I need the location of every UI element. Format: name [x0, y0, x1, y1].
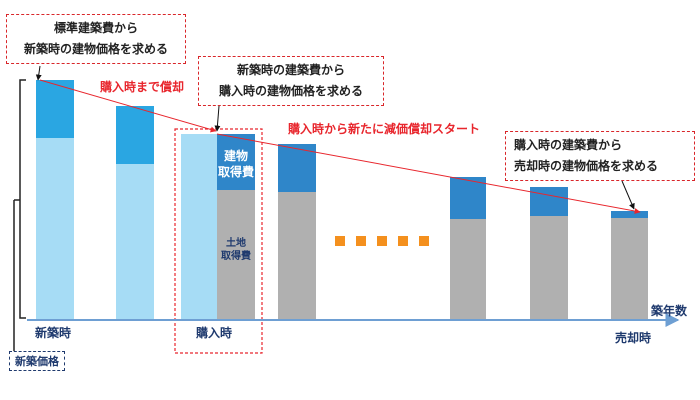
purchase-highlight-frame — [174, 128, 263, 354]
axis-label-new-build: 新築時 — [35, 326, 72, 340]
new-price-bracket — [19, 79, 26, 319]
note-new-depreciation-start: 購入時から新たに減価償却スタート — [288, 122, 481, 136]
callout-standard-cost: 標準建築費から 新築時の建物価格を求める — [6, 14, 186, 64]
bar-purchase-building — [217, 134, 255, 190]
bar-4-building — [278, 144, 316, 192]
land-cost-label-line1: 土地 — [226, 238, 246, 249]
axis-label-purchase: 購入時 — [196, 326, 233, 340]
bar-purchase-land — [217, 190, 255, 320]
callout-new-build-line2: 購入時の建物価格を求める — [218, 84, 363, 98]
land-cost-label: 土地 取得費 — [213, 237, 259, 263]
ellipsis-square-2 — [356, 236, 366, 246]
bar-2-lower — [116, 164, 154, 320]
callout-new-build-line1: 新築時の建築費から — [236, 63, 345, 77]
depreciation-line-after-purchase — [216, 133, 641, 214]
callout-standard-line2: 新築時の建物価格を求める — [23, 42, 168, 56]
depreciation-line-until-purchase — [39, 79, 217, 133]
bar-new-build-building — [36, 80, 74, 138]
bar-5-building — [450, 177, 486, 219]
bar-purchase-prev-value — [181, 134, 217, 320]
bar-6-land — [530, 216, 568, 320]
ellipsis-square-3 — [377, 236, 387, 246]
callout-purchase-line2: 売却時の建物価格を求める — [514, 159, 659, 173]
bar-sale-land — [611, 218, 648, 320]
bar-2-building — [116, 106, 154, 164]
bar-sale-building — [611, 211, 648, 218]
axis-label-sale: 売却時 — [615, 331, 652, 345]
note-depreciation-until-purchase: 購入時まで償却 — [100, 80, 185, 94]
callout-arrow-standard — [35, 65, 42, 81]
building-cost-label: 建物 取得費 — [215, 148, 257, 180]
callout-arrow-new-build — [214, 105, 221, 132]
callout-new-build-cost: 新築時の建築費から 購入時の建物価格を求める — [198, 56, 384, 106]
bar-5-land — [450, 219, 486, 320]
building-cost-label-line2: 取得費 — [217, 165, 254, 179]
callout-purchase-cost: 購入時の建築費から 売却時の建物価格を求める — [505, 131, 695, 181]
callout-purchase-line1: 購入時の建築費から — [514, 138, 623, 152]
axis-label-building-age: 築年数 — [651, 304, 688, 318]
ellipsis-square-4 — [398, 236, 408, 246]
bar-new-build-lower — [36, 138, 74, 320]
new-price-label: 新築価格 — [9, 351, 65, 371]
ellipsis-square-5 — [419, 236, 429, 246]
callout-arrow-purchase — [621, 180, 635, 210]
building-cost-label-line1: 建物 — [223, 149, 248, 163]
bar-6-building — [530, 187, 568, 216]
ellipsis-square-1 — [335, 236, 345, 246]
land-cost-label-line2: 取得費 — [221, 251, 251, 262]
bar-4-land — [278, 192, 316, 320]
callout-standard-line1: 標準建築費から — [53, 21, 138, 35]
